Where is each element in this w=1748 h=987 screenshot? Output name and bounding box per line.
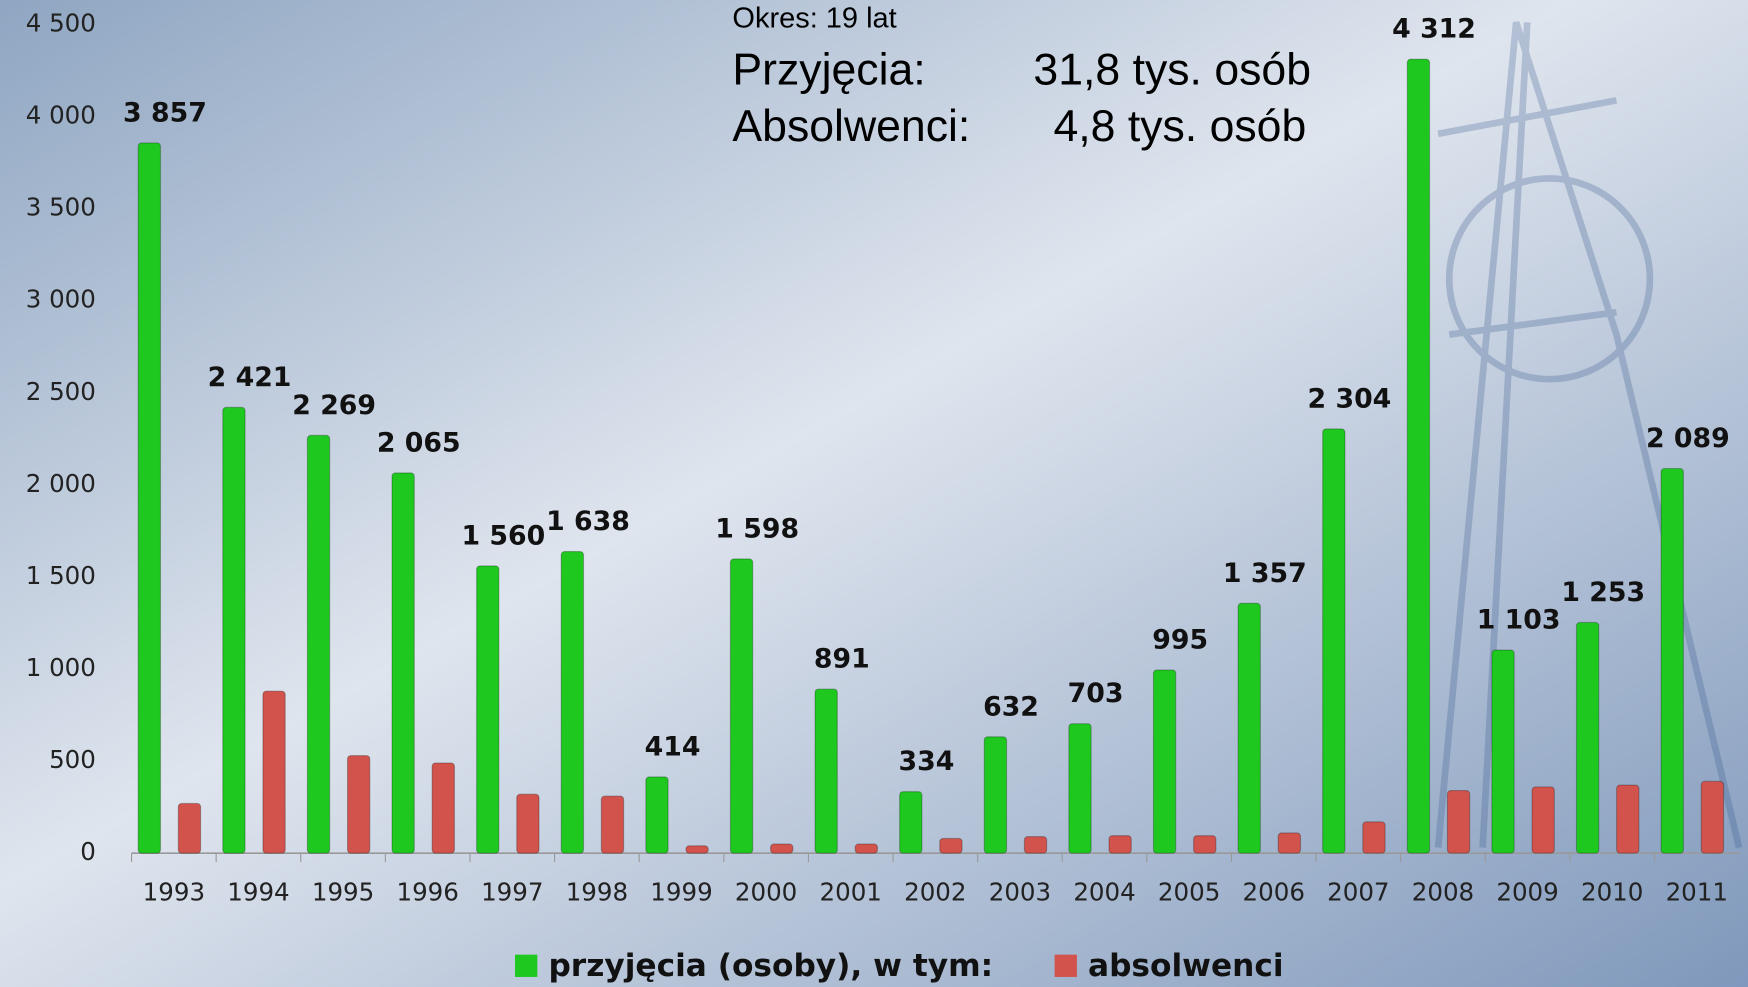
legend-label: przyjęcia (osoby), w tym: [548, 948, 993, 984]
bar [1194, 836, 1216, 853]
value-label: 1 357 [1223, 558, 1307, 589]
x-tick-label: 1998 [566, 877, 628, 906]
bar [686, 846, 708, 853]
y-tick-label: 2 000 [26, 469, 96, 498]
bar [601, 796, 623, 853]
bar [1024, 837, 1046, 854]
value-label: 2 089 [1646, 423, 1730, 454]
bar [223, 407, 245, 853]
y-tick-label: 0 [80, 837, 96, 866]
y-tick-label: 2 500 [26, 377, 96, 406]
value-label: 414 [645, 731, 701, 762]
bar [1323, 429, 1345, 853]
x-tick-label: 1994 [227, 877, 289, 906]
bar [1701, 781, 1723, 853]
y-tick-label: 4 500 [26, 9, 96, 38]
bar [348, 756, 370, 854]
bar [984, 737, 1006, 853]
value-label: 1 253 [1561, 577, 1645, 608]
bar [477, 566, 499, 853]
value-label: 1 638 [546, 506, 630, 537]
legend-label: absolwenci [1088, 948, 1284, 984]
bar [263, 691, 285, 853]
value-label: 2 421 [208, 362, 292, 393]
value-label: 1 560 [461, 520, 545, 551]
annotation: Absolwenci: [732, 102, 970, 151]
x-tick-label: 1997 [481, 877, 543, 906]
x-tick-label: 2007 [1327, 877, 1389, 906]
bar [1661, 468, 1683, 853]
bar [1447, 791, 1469, 854]
y-tick-label: 3 000 [26, 285, 96, 314]
bar [646, 777, 668, 853]
x-tick-label: 2000 [735, 877, 797, 906]
bar [1407, 59, 1429, 853]
value-label: 3 857 [123, 97, 207, 128]
x-tick-label: 2002 [904, 877, 966, 906]
y-tick-label: 1 000 [26, 653, 96, 682]
bar [392, 473, 414, 853]
value-label: 891 [814, 644, 870, 675]
bar [730, 559, 752, 853]
value-label: 2 304 [1308, 383, 1392, 414]
bar [940, 838, 962, 853]
x-tick-label: 2006 [1243, 877, 1305, 906]
value-label: 632 [983, 691, 1039, 722]
bar [1617, 785, 1639, 853]
bar [517, 794, 539, 853]
legend-swatch [1055, 955, 1077, 977]
x-tick-label: 2005 [1158, 877, 1220, 906]
annotation: 4,8 tys. osób [1053, 102, 1306, 151]
bar [1069, 724, 1091, 853]
bar [1576, 622, 1598, 853]
bar [771, 844, 793, 853]
y-tick-label: 4 000 [26, 101, 96, 130]
x-tick-label: 2001 [820, 877, 882, 906]
x-tick-label: 2010 [1581, 877, 1643, 906]
value-label: 334 [898, 746, 954, 777]
x-tick-label: 1999 [650, 877, 712, 906]
value-label: 1 103 [1477, 605, 1561, 636]
annotation: 31,8 tys. osób [1033, 45, 1311, 94]
bar [855, 844, 877, 853]
annotation: Przyjęcia: [732, 45, 925, 94]
x-tick-label: 2003 [989, 877, 1051, 906]
annotation: Okres: 19 lat [732, 3, 896, 35]
bar [561, 552, 583, 854]
bar [1153, 670, 1175, 853]
value-label: 2 065 [377, 427, 461, 458]
bar [178, 803, 200, 853]
value-label: 1 598 [715, 513, 799, 544]
bar [1278, 833, 1300, 853]
x-tick-label: 2008 [1412, 877, 1474, 906]
bar [432, 763, 454, 853]
bar [1238, 603, 1260, 853]
y-tick-label: 3 500 [26, 193, 96, 222]
x-tick-label: 2011 [1666, 877, 1728, 906]
x-tick-label: 1996 [396, 877, 458, 906]
legend-swatch [515, 955, 537, 977]
x-tick-label: 1993 [143, 877, 205, 906]
x-tick-label: 1995 [312, 877, 374, 906]
bar [900, 792, 922, 854]
y-tick-label: 1 500 [26, 561, 96, 590]
value-label: 995 [1152, 624, 1208, 655]
value-label: 4 312 [1392, 14, 1476, 45]
bar [138, 143, 160, 853]
bar [1532, 787, 1554, 853]
bar [815, 689, 837, 853]
value-label: 703 [1068, 678, 1124, 709]
bar [1492, 650, 1514, 853]
x-tick-label: 2009 [1496, 877, 1558, 906]
bar [307, 435, 329, 853]
bar [1109, 836, 1131, 853]
y-tick-label: 500 [49, 745, 96, 774]
x-tick-label: 2004 [1073, 877, 1135, 906]
chart: Okres: 19 lat Przyjęcia: 31,8 tys. osób … [0, 0, 1748, 987]
bar [1363, 822, 1385, 853]
value-label: 2 269 [292, 390, 376, 421]
